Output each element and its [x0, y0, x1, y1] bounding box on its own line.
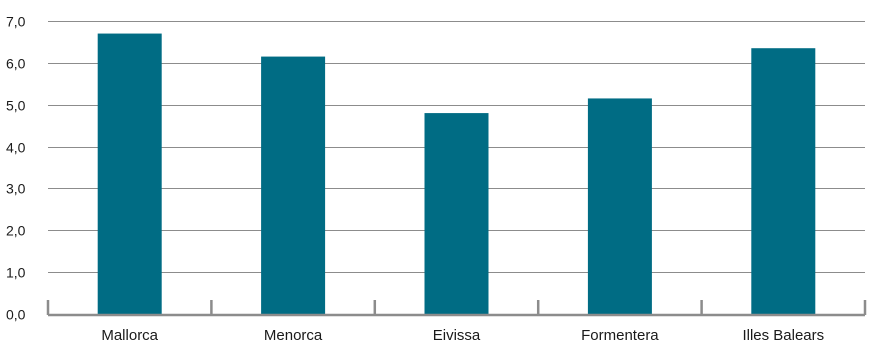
- bars: [97, 33, 816, 315]
- x-category-label: Eivissa: [433, 327, 481, 344]
- y-tick-label: 4,0: [6, 140, 26, 156]
- y-tick-label: 1,0: [6, 265, 26, 281]
- x-axis: [46, 300, 867, 317]
- bar-eivissa: [424, 113, 489, 314]
- y-axis-tick-labels: 0,0 1,0 2,0 3,0 4,0 5,0 6,0 7,0: [6, 14, 26, 323]
- bar-illes-balears: [751, 48, 816, 314]
- y-tick-label: 2,0: [6, 223, 26, 239]
- y-tick-label: 7,0: [6, 14, 26, 30]
- x-category-label: Illes Balears: [742, 327, 824, 344]
- y-tick-label: 0,0: [6, 307, 26, 323]
- bar-mallorca: [97, 33, 162, 315]
- x-category-label: Formentera: [581, 327, 659, 344]
- x-category-label: Mallorca: [101, 327, 158, 344]
- bar-menorca: [261, 56, 326, 314]
- y-tick-label: 3,0: [6, 181, 26, 197]
- x-axis-category-labels: Mallorca Menorca Eivissa Formentera Illes Ba…: [101, 327, 824, 344]
- x-category-label: Menorca: [264, 327, 323, 344]
- bar-formentera: [587, 98, 652, 314]
- y-tick-label: 6,0: [6, 56, 26, 72]
- y-tick-label: 5,0: [6, 98, 26, 114]
